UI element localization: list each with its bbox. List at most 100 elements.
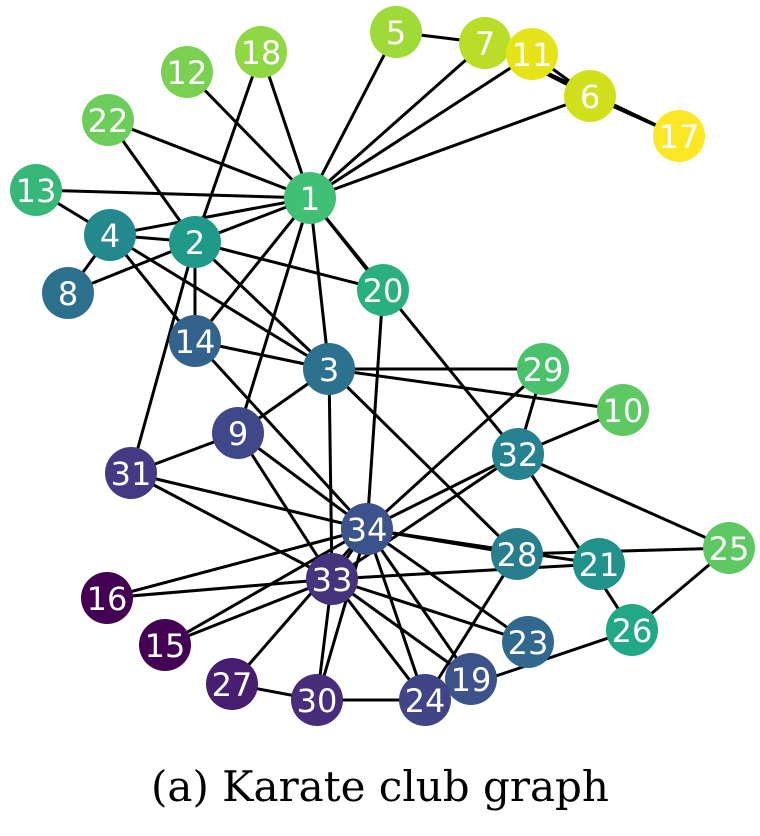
node-11: 11 [506, 28, 558, 80]
node-9: 9 [212, 407, 264, 459]
edge-29-34 [365, 367, 545, 531]
edge-9-33 [236, 432, 334, 580]
node-label: 26 [612, 612, 653, 650]
node-label: 9 [228, 415, 248, 453]
edge-32-33 [331, 452, 519, 581]
edge-26-32 [516, 453, 634, 631]
edge-1-11 [309, 52, 533, 200]
node-label: 16 [87, 580, 128, 618]
edge-23-33 [331, 577, 529, 644]
edge-1-12 [185, 70, 312, 200]
node-circle [235, 26, 287, 78]
node-circle [492, 428, 544, 480]
node-label: 1 [300, 180, 320, 218]
node-6: 6 [564, 70, 616, 122]
node-label: 29 [523, 351, 564, 389]
node-circle [206, 658, 258, 710]
node-14: 14 [169, 315, 221, 367]
node-label: 13 [16, 172, 57, 210]
edge-32-34 [366, 452, 519, 531]
node-circle [161, 46, 213, 98]
node-31: 31 [105, 447, 157, 499]
node-23: 23 [502, 616, 554, 668]
node-circle [212, 407, 264, 459]
edge-24-34 [365, 528, 427, 701]
node-circle [291, 674, 343, 726]
node-33: 33 [306, 553, 358, 605]
node-20: 20 [357, 264, 409, 316]
node-circle [10, 164, 62, 216]
node-circle [370, 6, 422, 58]
edge-3-4 [109, 233, 330, 371]
node-26: 26 [606, 604, 658, 656]
node-circle [169, 216, 221, 268]
edge-27-34 [230, 528, 369, 685]
node-label: 2 [185, 224, 205, 262]
node-circle [597, 384, 649, 436]
node-label: 8 [58, 275, 78, 313]
edge-25-32 [517, 452, 730, 550]
node-30: 30 [291, 674, 343, 726]
node-label: 5 [386, 14, 406, 52]
node-circle [506, 28, 558, 80]
node-label: 21 [579, 546, 620, 584]
node-label: 6 [580, 78, 600, 116]
node-circle [105, 447, 157, 499]
node-label: 24 [405, 682, 446, 720]
node-label: 3 [319, 351, 339, 389]
node-circle [459, 17, 511, 69]
edge-1-13 [35, 188, 311, 200]
node-label: 14 [175, 323, 216, 361]
edge-31-34 [130, 471, 368, 531]
node-circle [445, 653, 497, 705]
node-1: 1 [284, 172, 336, 224]
node-circle [341, 503, 393, 555]
edge-2-3 [193, 240, 331, 371]
edge-25-28 [516, 546, 730, 556]
graph-edges [35, 30, 730, 702]
edge-1-14 [193, 197, 312, 342]
node-8: 8 [42, 267, 94, 319]
edge-19-34 [365, 528, 473, 680]
node-7: 7 [459, 17, 511, 69]
node-25: 25 [703, 522, 755, 574]
node-circle [169, 315, 221, 367]
node-19: 19 [445, 653, 497, 705]
node-10: 10 [597, 384, 649, 436]
node-24: 24 [399, 674, 451, 726]
node-5: 5 [370, 6, 422, 58]
node-label: 7 [475, 25, 495, 63]
node-label: 12 [167, 54, 208, 92]
node-label: 33 [312, 561, 353, 599]
node-label: 11 [512, 36, 553, 74]
edge-24-28 [423, 553, 519, 701]
node-circle [517, 343, 569, 395]
node-circle [303, 343, 355, 395]
edge-1-22 [107, 118, 311, 200]
edge-15-33 [164, 577, 333, 647]
edge-23-34 [366, 527, 529, 644]
node-29: 29 [517, 343, 569, 395]
edge-3-33 [327, 368, 334, 580]
node-4: 4 [84, 209, 136, 261]
node-18: 18 [235, 26, 287, 78]
node-circle [42, 267, 94, 319]
edge-3-28 [327, 367, 519, 556]
edge-31-33 [130, 471, 333, 581]
node-label: 15 [145, 627, 186, 665]
edge-1-5 [308, 31, 398, 199]
node-circle [653, 110, 705, 162]
node-12: 12 [161, 46, 213, 98]
edge-15-34 [164, 527, 368, 647]
node-13: 13 [10, 164, 62, 216]
node-circle [84, 209, 136, 261]
node-circle [502, 616, 554, 668]
node-label: 30 [297, 682, 338, 720]
node-label: 19 [451, 661, 492, 699]
edge-9-34 [237, 431, 368, 531]
edge-1-6 [309, 94, 591, 200]
node-circle [491, 528, 543, 580]
node-circle [564, 70, 616, 122]
node-label: 34 [347, 511, 388, 549]
